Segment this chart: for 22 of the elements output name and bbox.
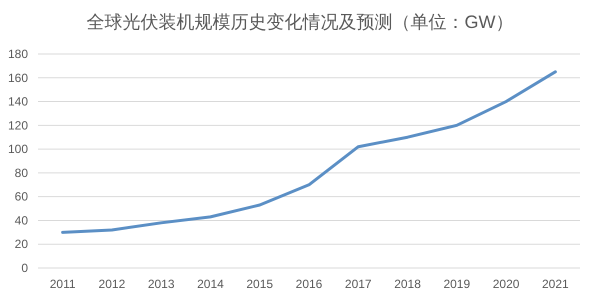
xtick-label: 2012 xyxy=(98,277,126,291)
xtick-label: 2011 xyxy=(50,277,76,291)
ytick-label: 80 xyxy=(14,166,28,180)
xtick-label: 2017 xyxy=(344,277,372,291)
ytick-label: 180 xyxy=(8,47,28,61)
ytick-label: 60 xyxy=(14,190,28,204)
xtick-label: 2021 xyxy=(542,277,569,291)
ytick-label: 120 xyxy=(8,118,28,132)
title: 全球光伏装机规模历史变化情况及预测（单位：GW） xyxy=(86,12,514,32)
xtick-label: 2018 xyxy=(394,277,421,291)
xtick-label: 2020 xyxy=(492,277,520,291)
ytick-label: 40 xyxy=(14,213,28,228)
ytick-label: 140 xyxy=(8,94,28,109)
xtick-label: 2013 xyxy=(148,277,175,291)
ytick-label: 100 xyxy=(8,142,28,156)
ytick-label: 0 xyxy=(21,261,28,275)
xtick-label: 2016 xyxy=(296,277,322,291)
xtick-label: 2014 xyxy=(197,277,224,291)
ytick-label: 160 xyxy=(8,70,28,85)
xtick-label: 2015 xyxy=(246,277,274,291)
xtick-label: 2019 xyxy=(443,277,470,291)
ytick-label: 20 xyxy=(14,237,28,252)
